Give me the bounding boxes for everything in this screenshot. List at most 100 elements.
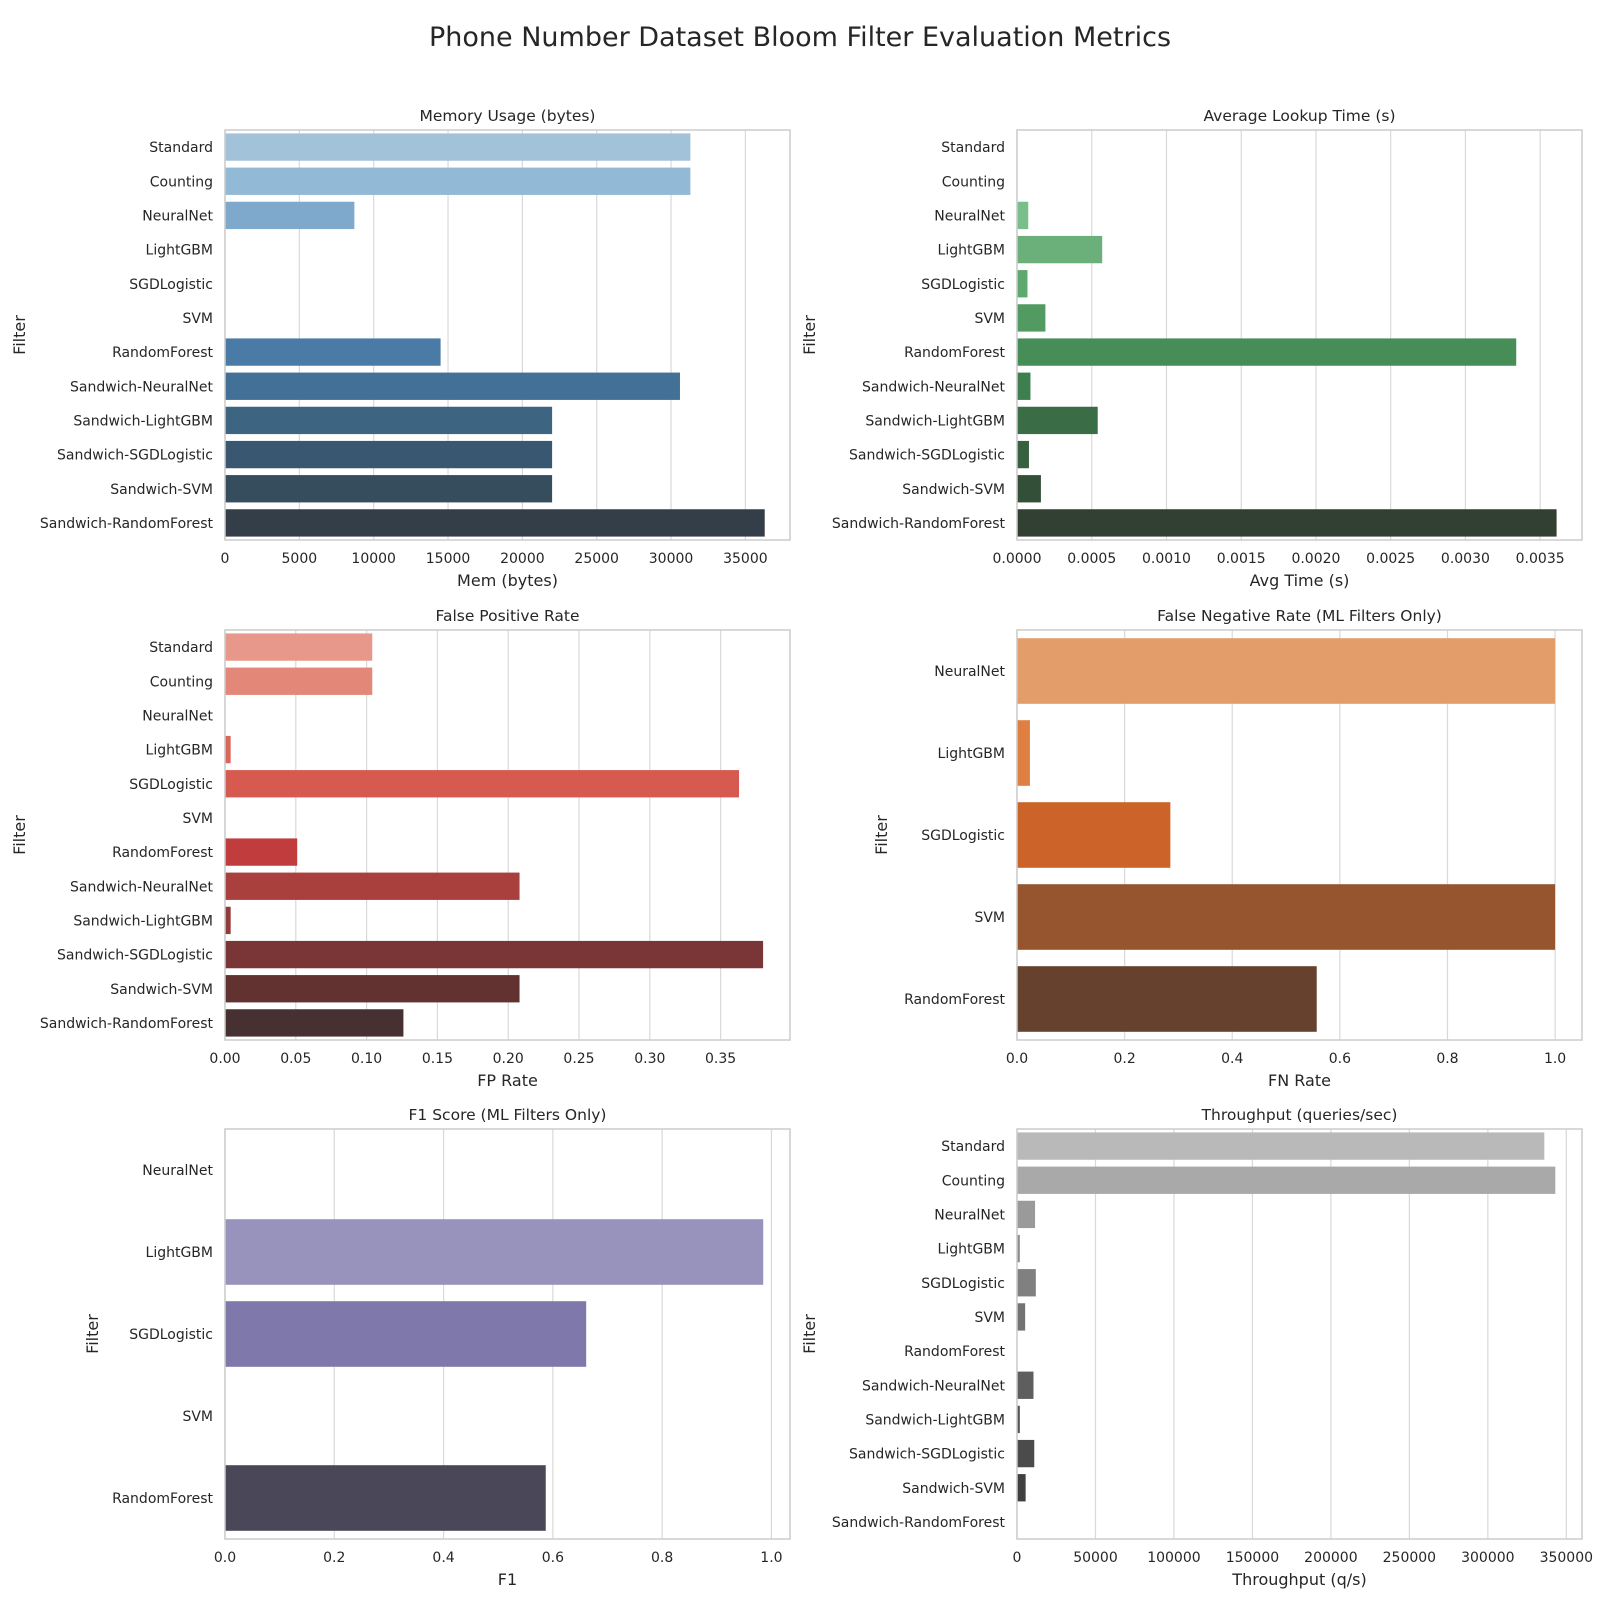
- y-axis-label: Filter: [83, 1314, 102, 1354]
- y-tick-label: RandomForest: [904, 992, 1005, 1008]
- x-tick-label: 0.0015: [1217, 551, 1266, 567]
- bar-sgdlogistic: [225, 770, 740, 798]
- chart-title: False Positive Rate: [435, 607, 579, 625]
- y-tick-label: RandomForest: [904, 345, 1005, 361]
- x-tick-label: 300000: [1461, 1550, 1514, 1566]
- x-tick-label: 100000: [1147, 1550, 1200, 1566]
- y-tick-label: RandomForest: [112, 1491, 213, 1507]
- x-tick-label: 20000: [500, 551, 545, 567]
- bar-lightgbm: [225, 1219, 764, 1285]
- x-tick-label: 0.8: [651, 1550, 673, 1566]
- plot-frame: [1016, 129, 1583, 541]
- y-tick-label: Sandwich-RandomForest: [832, 1515, 1006, 1531]
- y-tick-label: NeuralNet: [934, 208, 1005, 224]
- bar-svm: [1017, 884, 1556, 950]
- bar-sandwich-lightgbm: [225, 906, 231, 935]
- y-tick-label: Sandwich-SGDLogistic: [849, 448, 1005, 464]
- y-tick-label: Sandwich-SVM: [110, 982, 213, 998]
- bar-sandwich-neuralnet: [225, 372, 680, 400]
- y-tick-label: SGDLogistic: [921, 1276, 1005, 1292]
- bar-counting: [225, 167, 691, 195]
- y-axis-label: Filter: [872, 815, 891, 855]
- bar-sgdlogistic: [225, 1301, 587, 1367]
- y-tick-label: NeuralNet: [142, 708, 213, 724]
- y-tick-label: Sandwich-LightGBM: [73, 913, 213, 929]
- y-tick-label: Standard: [941, 140, 1005, 156]
- bar-randomforest: [1017, 338, 1517, 366]
- y-tick-label: SGDLogistic: [921, 828, 1005, 844]
- x-tick-label: 0.0020: [1291, 551, 1340, 567]
- bar-lightgbm: [225, 735, 231, 764]
- x-tick-label: 30000: [649, 551, 694, 567]
- bar-sandwich-neuralnet: [1017, 372, 1031, 400]
- bar-sgdlogistic: [1017, 802, 1171, 868]
- bar-counting: [225, 667, 373, 695]
- x-tick-label: 0.6: [1329, 1051, 1351, 1067]
- y-tick-label: NeuralNet: [934, 664, 1005, 680]
- x-tick-label: 0.0: [1006, 1051, 1028, 1067]
- y-tick-label: SVM: [182, 311, 213, 327]
- y-tick-label: SVM: [182, 1409, 213, 1425]
- x-tick-label: 5000: [282, 551, 318, 567]
- x-tick-label: 150000: [1226, 1550, 1279, 1566]
- x-tick-label: 0.25: [563, 1051, 594, 1067]
- chart-title: Memory Usage (bytes): [420, 107, 596, 125]
- x-axis-label: FN Rate: [1268, 1071, 1331, 1090]
- y-tick-label: Sandwich-SGDLogistic: [57, 448, 213, 464]
- figure-title: Phone Number Dataset Bloom Filter Evalua…: [428, 22, 1172, 53]
- y-tick-label: Counting: [942, 1173, 1005, 1189]
- chart-title: Average Lookup Time (s): [1203, 107, 1395, 125]
- bar-lightgbm: [1017, 235, 1103, 264]
- y-tick-label: Sandwich-SVM: [902, 1481, 1005, 1497]
- x-tick-label: 1.0: [760, 1550, 782, 1566]
- x-tick-label: 0.0035: [1516, 551, 1565, 567]
- x-tick-label: 0.0000: [993, 551, 1042, 567]
- y-tick-label: SGDLogistic: [921, 277, 1005, 293]
- bar-sandwich-lightgbm: [1017, 1405, 1020, 1434]
- y-tick-label: Sandwich-NeuralNet: [862, 1378, 1005, 1394]
- y-tick-label: Sandwich-LightGBM: [865, 1412, 1005, 1428]
- y-tick-label: Sandwich-LightGBM: [865, 413, 1005, 429]
- bar-sgdlogistic: [1017, 1269, 1036, 1297]
- y-tick-label: NeuralNet: [142, 1163, 213, 1179]
- chart-title: F1 Score (ML Filters Only): [409, 1106, 607, 1124]
- x-tick-label: 0.10: [351, 1051, 382, 1067]
- bar-sgdlogistic: [1017, 270, 1028, 298]
- y-tick-label: Sandwich-NeuralNet: [862, 379, 1005, 395]
- y-tick-label: Sandwich-LightGBM: [73, 413, 213, 429]
- x-axis-label: FP Rate: [477, 1071, 538, 1090]
- bar-randomforest: [225, 1465, 546, 1531]
- x-tick-label: 0: [221, 551, 230, 567]
- x-tick-label: 350000: [1540, 1550, 1593, 1566]
- y-axis-label: Filter: [10, 815, 29, 855]
- y-tick-label: NeuralNet: [142, 208, 213, 224]
- y-tick-label: RandomForest: [112, 845, 213, 861]
- bar-sandwich-sgdlogistic: [225, 440, 553, 469]
- x-tick-label: 25000: [574, 551, 619, 567]
- y-tick-label: SGDLogistic: [129, 1327, 213, 1343]
- x-axis-label: Throughput (q/s): [1231, 1570, 1366, 1589]
- x-tick-label: 0.0030: [1441, 551, 1490, 567]
- y-tick-label: Sandwich-RandomForest: [40, 1016, 214, 1032]
- x-tick-label: 15000: [426, 551, 471, 567]
- bar-sandwich-svm: [225, 975, 520, 1003]
- x-tick-label: 0.00: [209, 1051, 240, 1067]
- plot-frame: [1016, 1128, 1583, 1540]
- bar-sandwich-lightgbm: [225, 406, 553, 435]
- bar-sandwich-sgdlogistic: [1017, 1439, 1035, 1468]
- x-tick-label: 50000: [1073, 1550, 1118, 1566]
- bar-standard: [225, 633, 373, 661]
- x-tick-label: 0: [1013, 1550, 1022, 1566]
- y-tick-label: LightGBM: [938, 243, 1005, 259]
- bar-sandwich-sgdlogistic: [1017, 440, 1029, 469]
- bar-sandwich-neuralnet: [225, 872, 520, 900]
- y-tick-label: SVM: [974, 910, 1005, 926]
- plot-frame: [224, 129, 791, 541]
- x-tick-label: 0.6: [542, 1550, 564, 1566]
- x-tick-label: 0.8: [1436, 1051, 1458, 1067]
- y-tick-label: Sandwich-NeuralNet: [70, 379, 213, 395]
